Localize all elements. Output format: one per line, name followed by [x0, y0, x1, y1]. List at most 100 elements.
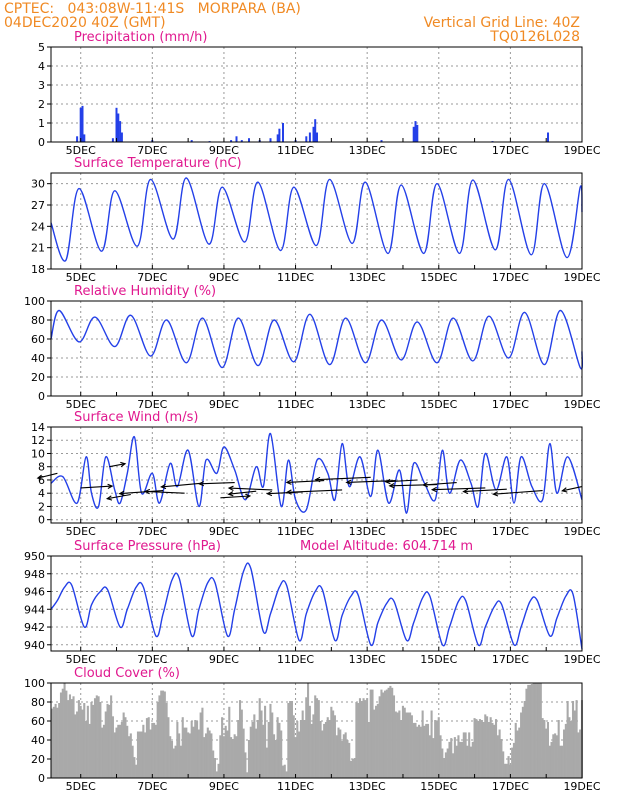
- cloud-bar: [264, 705, 267, 778]
- x-ticks: [80, 392, 583, 396]
- press-series-line: [50, 562, 583, 650]
- cloud-bar: [136, 731, 140, 778]
- cloud-bar: [65, 690, 68, 778]
- cloud-bar: [446, 748, 449, 778]
- x-tick-label: 7DEC: [137, 653, 167, 666]
- cloud-bar: [183, 727, 186, 778]
- cloud-bar: [548, 745, 551, 778]
- wind-arrow-shaft: [145, 490, 185, 494]
- x-tick-label: 11DEC: [277, 653, 314, 666]
- cloud-bar: [328, 720, 331, 778]
- cloud-bar: [262, 724, 265, 778]
- cloud-bar: [90, 702, 93, 778]
- header-location: CPTEC: 043:08W-11:41S MORPARA (BA): [4, 1, 301, 17]
- cloud-bar: [154, 724, 157, 778]
- cloud-bar: [434, 720, 437, 778]
- wind-arrow-head: [421, 482, 429, 488]
- y-tick-label: 80: [31, 314, 45, 327]
- x-tick-label: 7DEC: [137, 144, 167, 157]
- cloud-bar: [561, 745, 564, 778]
- cloud-bar: [503, 763, 507, 779]
- cloud-bar: [276, 717, 279, 778]
- cloud-bar: [439, 735, 442, 779]
- cloud-bar: [169, 736, 172, 778]
- grid: [51, 301, 582, 396]
- wind-series-line: [50, 432, 583, 514]
- cloud-bar: [430, 710, 433, 778]
- precip-bar: [416, 124, 419, 142]
- wind-arrow-head: [314, 476, 321, 483]
- cloud-bar: [341, 741, 344, 778]
- cloud-bar: [203, 737, 206, 778]
- cloud-bar: [344, 732, 347, 778]
- cloud-bar: [213, 758, 217, 778]
- chart-title: Surface Wind (m/s): [74, 410, 198, 425]
- cloud-bar: [77, 700, 80, 778]
- cloud-bar: [197, 729, 200, 778]
- wind-arrow: [118, 490, 164, 496]
- y-tick-label: 0: [38, 514, 45, 527]
- plot-frame: [50, 172, 583, 270]
- cloud-bar: [382, 692, 385, 778]
- cloud-bar: [333, 715, 336, 778]
- x-tick-label: 13DEC: [349, 144, 386, 157]
- x-tick-label: 17DEC: [492, 780, 529, 793]
- cloud-bar: [124, 717, 127, 778]
- precip-bar: [380, 140, 383, 142]
- panel-rh: 0 20 40 60 80 100 5DEC 7DEC 9DEC 11DEC 13DEC 15DEC 1…: [24, 284, 601, 411]
- cloud-bar: [253, 714, 256, 778]
- x-tick-label: 9DEC: [209, 525, 239, 538]
- panel-press: 940 942 944 946 948 950 5DEC 7DEC 9DEC 11DEC 13DEC…: [24, 539, 601, 666]
- wind-arrow-head: [245, 493, 252, 499]
- cloud-bar: [179, 745, 182, 778]
- cloud-bar: [378, 696, 381, 778]
- cloud-bar: [509, 764, 512, 778]
- x-tick-label: 9DEC: [209, 398, 239, 411]
- x-tick-label: 17DEC: [492, 398, 529, 411]
- cloud-bar: [67, 700, 70, 778]
- cloud-bar: [457, 735, 460, 779]
- cloud-bar: [460, 741, 464, 778]
- cloud-bar: [127, 736, 131, 778]
- precip-bar: [76, 136, 79, 142]
- x-tick-label: 19DEC: [563, 144, 600, 157]
- panel-precip: 0 1 2 3 4 5 5DEC 7DEC 9DEC 11DEC 13DEC 15DEC 17DEC 19…: [38, 30, 601, 157]
- wind-arrow-shaft: [385, 479, 418, 483]
- cloud-bar: [296, 721, 299, 778]
- chart-title: Precipitation (mm/h): [74, 30, 207, 45]
- cloud-bar: [319, 721, 322, 778]
- y-tick-label: 27: [31, 199, 45, 212]
- cloud-bar: [489, 717, 492, 778]
- y-tick-label: 2: [38, 98, 45, 111]
- cloud-bar: [265, 747, 268, 778]
- cloud-bar: [453, 737, 456, 778]
- cloud-bar: [421, 710, 424, 778]
- wind-arrow: [227, 490, 257, 497]
- cloud-bar: [101, 727, 104, 778]
- cloud-bar: [190, 721, 193, 778]
- cloud-bar: [299, 720, 302, 778]
- wind-arrow-head: [120, 461, 127, 468]
- wind-arrow-shaft: [432, 487, 486, 491]
- y-tick-label: 8: [38, 461, 45, 474]
- cloud-bar: [115, 727, 118, 778]
- x-tick-label: 7DEC: [137, 525, 167, 538]
- cloud-bar: [212, 750, 215, 778]
- cloud-bar: [167, 717, 170, 778]
- cloud-bar: [201, 707, 204, 778]
- wind-arrow: [492, 490, 543, 497]
- cloud-bar: [478, 719, 481, 778]
- cloud-bar: [428, 735, 431, 779]
- cloud-bar: [274, 740, 277, 778]
- precip-bar: [111, 138, 114, 142]
- cloud-bar: [482, 722, 485, 778]
- cloud-bar: [348, 742, 351, 778]
- wind-arrow: [80, 483, 114, 489]
- cloud-bar: [303, 720, 306, 778]
- wind-arrow: [384, 478, 418, 485]
- precip-bar: [282, 123, 284, 142]
- cloud-bar: [93, 698, 97, 778]
- cloud-bar: [131, 745, 134, 778]
- cloud-bar: [81, 709, 84, 778]
- wind-arrow: [285, 489, 343, 495]
